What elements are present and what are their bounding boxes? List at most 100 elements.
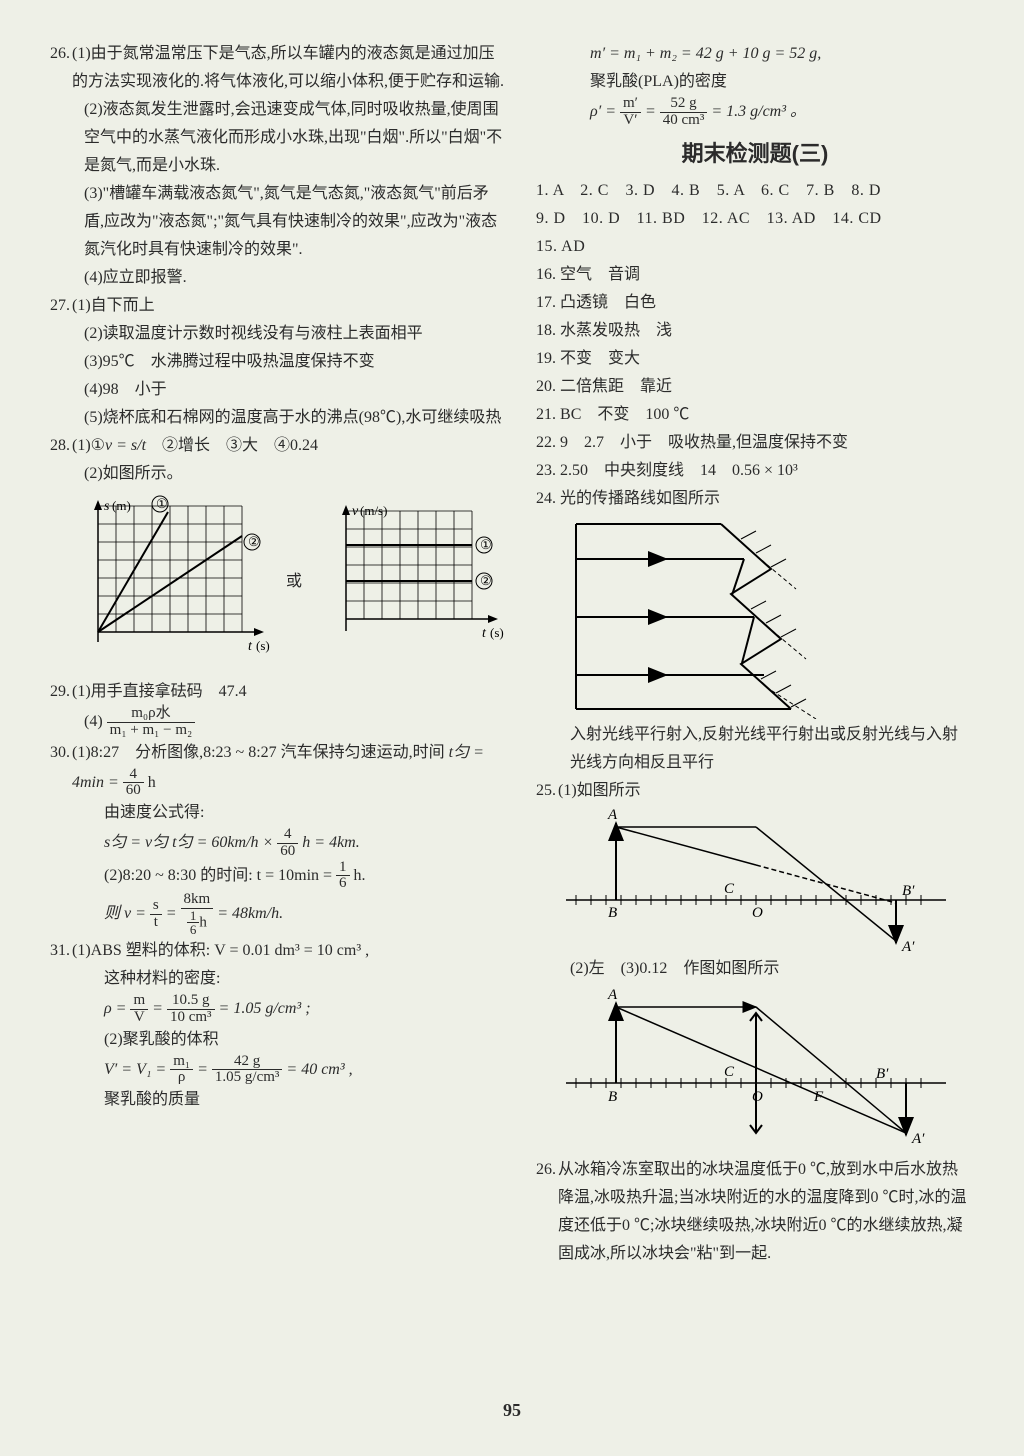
cont31-line1: m′ = m₁ + m₂ = 42 g + 10 g = 52 g,: [536, 40, 974, 68]
q30-p2a: (2)8:20 ~ 8:30 的时间: t = 10min = 16 h.: [50, 860, 508, 893]
svg-text:v: v: [352, 504, 359, 519]
svg-text:t: t: [482, 626, 487, 641]
svg-text:①: ①: [480, 537, 492, 552]
answers-23: 23. 2.50 中央刻度线 14 0.56 × 10³: [536, 457, 974, 485]
q31-rho: ρ = mV = 10.5 g10 cm³ = 1.05 g/cm³ ;: [50, 993, 508, 1026]
svg-text:B′: B′: [902, 883, 915, 899]
q30-460-top: 4: [123, 767, 144, 784]
section-title: 期末检测题(三): [536, 135, 974, 174]
q29-p4-label: (4): [84, 713, 103, 730]
answers-16: 16. 空气 音调: [536, 261, 974, 289]
svg-text:(m): (m): [112, 498, 131, 513]
q30-sline-pre: s匀 = v匀 t匀 = 60km/h ×: [104, 834, 277, 851]
q28-p1-pre: (1)①: [72, 437, 105, 454]
q26r-number: 26.: [536, 1156, 556, 1268]
q30-number: 30.: [50, 739, 70, 800]
q28-graphs: s (m) t (s): [70, 492, 508, 672]
q26-number: 26.: [50, 40, 70, 96]
q27-p5: (5)烧杯底和石棉网的温度高于水的沸点(98℃),水可继续吸热: [50, 404, 508, 432]
q25-p2: (2)左 (3)0.12 作图如图所示: [536, 955, 974, 983]
q25-number: 25.: [536, 777, 556, 805]
q24-caption: 入射光线平行射入,反射光线平行射出或反射光线与入射光线方向相反且平行: [536, 721, 974, 777]
q29: 29. (1)用手直接拿砝码 47.4: [50, 678, 508, 706]
q27: 27. (1)自下而上: [50, 292, 508, 320]
right-column: m′ = m₁ + m₂ = 42 g + 10 g = 52 g, 聚乳酸(P…: [522, 40, 988, 1370]
answers-2: 9. D 10. D 11. BD 12. AC 13. AD 14. CD: [536, 205, 974, 233]
q27-p4: (4)98 小于: [50, 376, 508, 404]
q25: 25. (1)如图所示: [536, 777, 974, 805]
q26: 26. (1)由于氮常温常压下是气态,所以车罐内的液态氮是通过加压的方法实现液化…: [50, 40, 508, 96]
svg-text:A′: A′: [901, 939, 915, 955]
q25-p1: (1)如图所示: [558, 777, 974, 805]
q30-p1a: (1)8:27 分析图像,8:23 ~ 8:27 汽车保持匀速运动,时间 t匀 …: [72, 739, 508, 800]
q30-sline: s匀 = v匀 t匀 = 60km/h × 460 h = 4km.: [50, 827, 508, 860]
svg-text:B: B: [608, 1089, 617, 1105]
q29-p1: (1)用手直接拿砝码 47.4: [72, 678, 508, 706]
cont31-line2: 聚乳酸(PLA)的密度: [536, 68, 974, 96]
q31-p1a: (1)ABS 塑料的体积: V = 0.01 dm³ = 10 cm³ ,: [72, 937, 508, 965]
q26-body-3: (3)"槽罐车满载液态氮气",氮气是气态氮,"液态氮气"前后矛盾,应改为"液态氮…: [50, 180, 508, 264]
answers-3: 15. AD: [536, 233, 974, 261]
q27-p3: (3)95℃ 水沸腾过程中吸热温度保持不变: [50, 348, 508, 376]
q30-460-bot: 60: [123, 783, 144, 799]
q30-h1: h: [148, 773, 156, 790]
q27-number: 27.: [50, 292, 70, 320]
q28-p1-rest: ②增长 ③大 ④0.24: [146, 437, 318, 454]
svg-text:s: s: [104, 499, 110, 514]
answers-24: 24. 光的传播路线如图所示: [536, 485, 974, 513]
q24-diagram: [556, 519, 856, 719]
answers-1: 1. A 2. C 3. D 4. B 5. A 6. C 7. B 8. D: [536, 177, 974, 205]
q31-p2: (2)聚乳酸的体积: [50, 1026, 508, 1054]
q28-p2: (2)如图所示。: [50, 460, 508, 488]
q30-p1b: 由速度公式得:: [50, 799, 508, 827]
svg-text:B′: B′: [876, 1066, 889, 1082]
q25-diagram-2: A B O C F A′ B′: [556, 983, 956, 1148]
svg-text:①: ①: [156, 496, 168, 511]
q28-number: 28.: [50, 432, 70, 460]
svg-text:A′: A′: [911, 1131, 925, 1147]
q31-p3: 聚乳酸的质量: [50, 1086, 508, 1114]
answers-21: 21. BC 不变 100 ℃: [536, 401, 974, 429]
q29-number: 29.: [50, 678, 70, 706]
svg-text:A: A: [607, 987, 618, 1003]
q29-frac-bot: m₁ + m₁ − m₂: [107, 723, 196, 739]
q30: 30. (1)8:27 分析图像,8:23 ~ 8:27 汽车保持匀速运动,时间…: [50, 739, 508, 800]
q31-number: 31.: [50, 937, 70, 965]
q27-p1: (1)自下而上: [72, 292, 508, 320]
q31-v: V′ = V₁ = m₁ρ = 42 g1.05 g/cm³ = 40 cm³ …: [50, 1054, 508, 1087]
q30-p2b-eq: =: [166, 905, 181, 922]
q25-diagram-1: A B O C A′ B′: [556, 805, 956, 955]
q28-graph-right: v (m/s) t (s): [318, 497, 508, 667]
svg-text:(s): (s): [256, 638, 270, 653]
q26-body-2: (2)液态氮发生泄露时,会迅速变成气体,同时吸收热量,使周围空气中的水蒸气液化而…: [50, 96, 508, 180]
q28-p1-formula: v = s/t: [105, 437, 146, 454]
svg-text:t: t: [248, 639, 253, 654]
cont31-rho: ρ′ = m′V′ = 52 g40 cm³ = 1.3 g/cm³ 。: [536, 96, 974, 129]
svg-text:C: C: [724, 1064, 735, 1080]
svg-text:②: ②: [248, 534, 260, 549]
q26-body-4: (4)应立即报警.: [50, 264, 508, 292]
svg-text:C: C: [724, 881, 735, 897]
answers-20: 20. 二倍焦距 靠近: [536, 373, 974, 401]
svg-text:O: O: [752, 905, 763, 921]
svg-text:O: O: [752, 1089, 763, 1105]
left-column: 26. (1)由于氮常温常压下是气态,所以车罐内的液态氮是通过加压的方法实现液化…: [36, 40, 522, 1370]
svg-text:②: ②: [480, 573, 492, 588]
q30-p2b-suffix: = 48km/h.: [217, 905, 283, 922]
q29-frac-top: m₀ρ水: [107, 706, 196, 723]
svg-text:(s): (s): [490, 625, 504, 640]
q28-or: 或: [286, 568, 302, 596]
q30-p2a-suffix: h.: [354, 866, 366, 883]
answers-18: 18. 水蒸发吸热 浅: [536, 317, 974, 345]
q28-graph-left: s (m) t (s): [70, 492, 270, 672]
svg-text:A: A: [607, 807, 618, 823]
q26-body-1: (1)由于氮常温常压下是气态,所以车罐内的液态氮是通过加压的方法实现液化的.将气…: [72, 40, 508, 96]
q29-p4: (4) m₀ρ水 m₁ + m₁ − m₂: [50, 706, 508, 739]
q26r-body: 从冰箱冷冻室取出的冰块温度低于0 ℃,放到水中后水放热降温,冰吸热升温;当冰块附…: [558, 1156, 974, 1268]
q30-p2b: 则 v = st = 8km 16h = 48km/h.: [50, 892, 508, 937]
answers-19: 19. 不变 变大: [536, 345, 974, 373]
q31: 31. (1)ABS 塑料的体积: V = 0.01 dm³ = 10 cm³ …: [50, 937, 508, 965]
q31-p1b: 这种材料的密度:: [50, 965, 508, 993]
answers-17: 17. 凸透镜 白色: [536, 289, 974, 317]
q28-p1: (1)①v = s/t ②增长 ③大 ④0.24: [72, 432, 508, 460]
